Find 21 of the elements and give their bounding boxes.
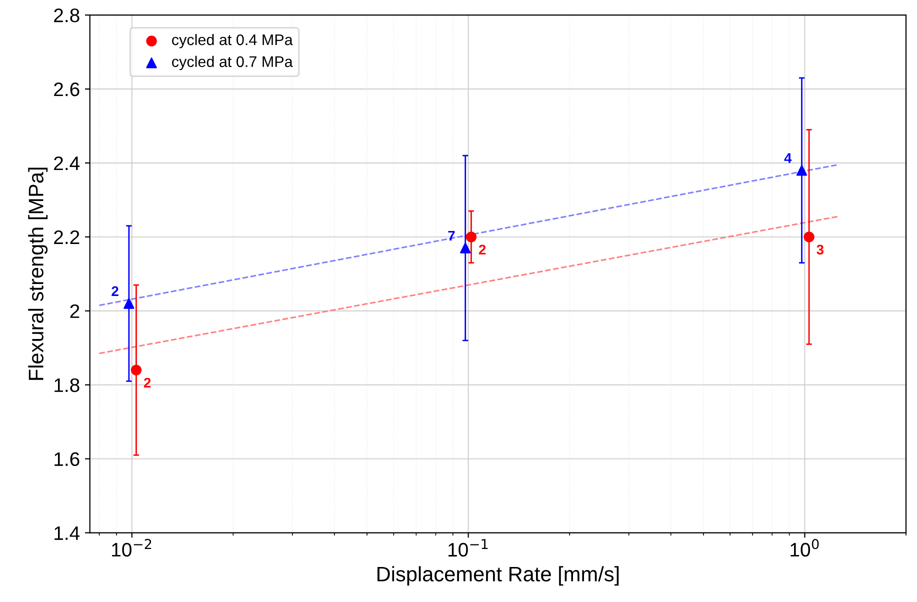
x-tick-label: 10$^{0}$ [790,538,819,557]
annotation: 7 [448,230,455,241]
y-tick-label: 1.4 [54,526,80,540]
annotation: 3 [816,244,824,255]
annotation: 2 [112,286,118,296]
x-axis-title: Displacement Rate [mm/s] [378,566,619,586]
annotation: 4 [784,153,792,163]
y-axis-title: Flexural strength [MPa] [28,168,48,380]
annotation: 2 [144,378,151,388]
y-tick-label: 1.8 [54,378,80,392]
y-tick-label: 2.2 [54,230,80,244]
y-tick-label: 1.6 [54,452,80,466]
y-tick-label: 2.8 [54,8,80,22]
y-tick-label: 2.4 [54,156,80,170]
x-tick-label: 10$^{−1}$ [448,539,488,557]
annotation: 2 [478,244,486,254]
x-tick-label: 10$^{−2}$ [112,538,152,557]
legend-label: cycled at 0.7 MPa [172,56,293,70]
y-tick-label: 2 [70,304,80,318]
y-tick-label: 2.6 [54,82,80,96]
legend-label: cycled at 0.4 MPa [172,34,293,48]
